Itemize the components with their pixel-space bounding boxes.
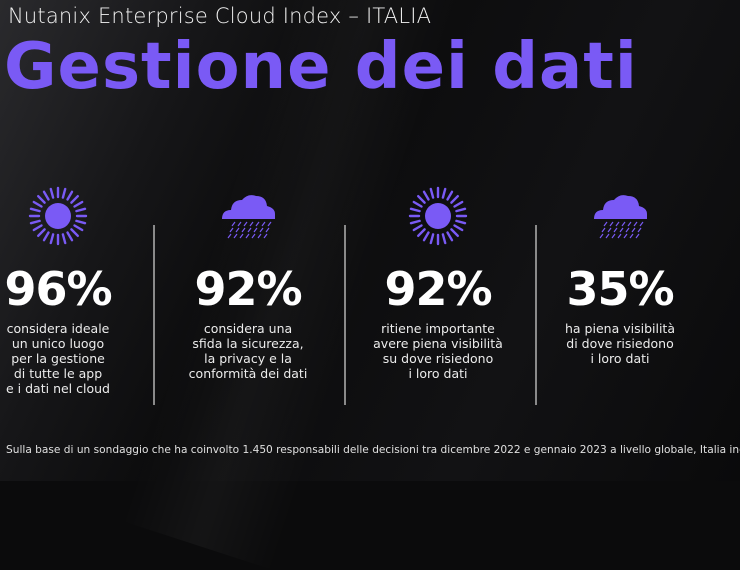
subtitle: Nutanix Enterprise Cloud Index – ITALIA: [8, 4, 432, 28]
stat-description-line: un unico luogo: [11, 336, 105, 351]
stat-description-line: ritiene importante: [381, 321, 495, 336]
stat-description: ritiene importante avere piena visibilità…: [348, 321, 528, 381]
rain-cloud-icon: [530, 185, 710, 247]
stat-description: considera ideale un unico luogo per la ges…: [0, 321, 148, 396]
sun-icon: [0, 185, 148, 247]
stat-description: considera una sfida la sicurezza, la priva…: [158, 321, 338, 381]
stat-description-line: su dove risiedono: [382, 351, 494, 366]
stat-description: ha piena visibilità di dove risiedono i lo…: [530, 321, 710, 366]
stat-description-line: i loro dati: [408, 366, 468, 381]
page-title: Gestione dei dati: [4, 30, 638, 104]
stat-description-line: di dove risiedono: [566, 336, 674, 351]
divider: [535, 225, 537, 405]
background: [0, 0, 740, 481]
stat-value: 96%: [4, 262, 112, 316]
footnote: Sulla base di un sondaggio che ha coinvo…: [6, 444, 740, 456]
stat-value: 92%: [384, 262, 492, 316]
stat-card: 96% considera ideale un unico luogo per la…: [0, 185, 148, 396]
stat-description-line: di tutte le app: [13, 366, 103, 381]
stat-card: 92% considera una sfida la sicurezza, la p…: [158, 185, 338, 381]
stat-description-line: sfida la sicurezza,: [192, 336, 304, 351]
stat-description-line: la privacy e la: [204, 351, 292, 366]
stat-value: 35%: [566, 262, 674, 316]
stat-card: 35% ha piena visibilità di dove risiedono…: [530, 185, 710, 366]
divider: [153, 225, 155, 405]
sun-icon: [348, 185, 528, 247]
divider: [344, 225, 346, 405]
stat-description-line: avere piena visibilità: [373, 336, 503, 351]
stat-description-line: i loro dati: [590, 351, 650, 366]
stat-description-line: per la gestione: [11, 351, 105, 366]
stat-description-line: conformità dei dati: [188, 366, 308, 381]
rain-cloud-icon: [158, 185, 338, 247]
stat-value: 92%: [194, 262, 302, 316]
stat-description-line: ha piena visibilità: [565, 321, 675, 336]
stat-description-line: e i dati nel cloud: [6, 381, 110, 396]
stat-description-line: considera una: [203, 321, 293, 336]
stat-description-line: considera ideale: [6, 321, 110, 336]
stat-card: 92% ritiene importante avere piena visibi…: [348, 185, 528, 381]
